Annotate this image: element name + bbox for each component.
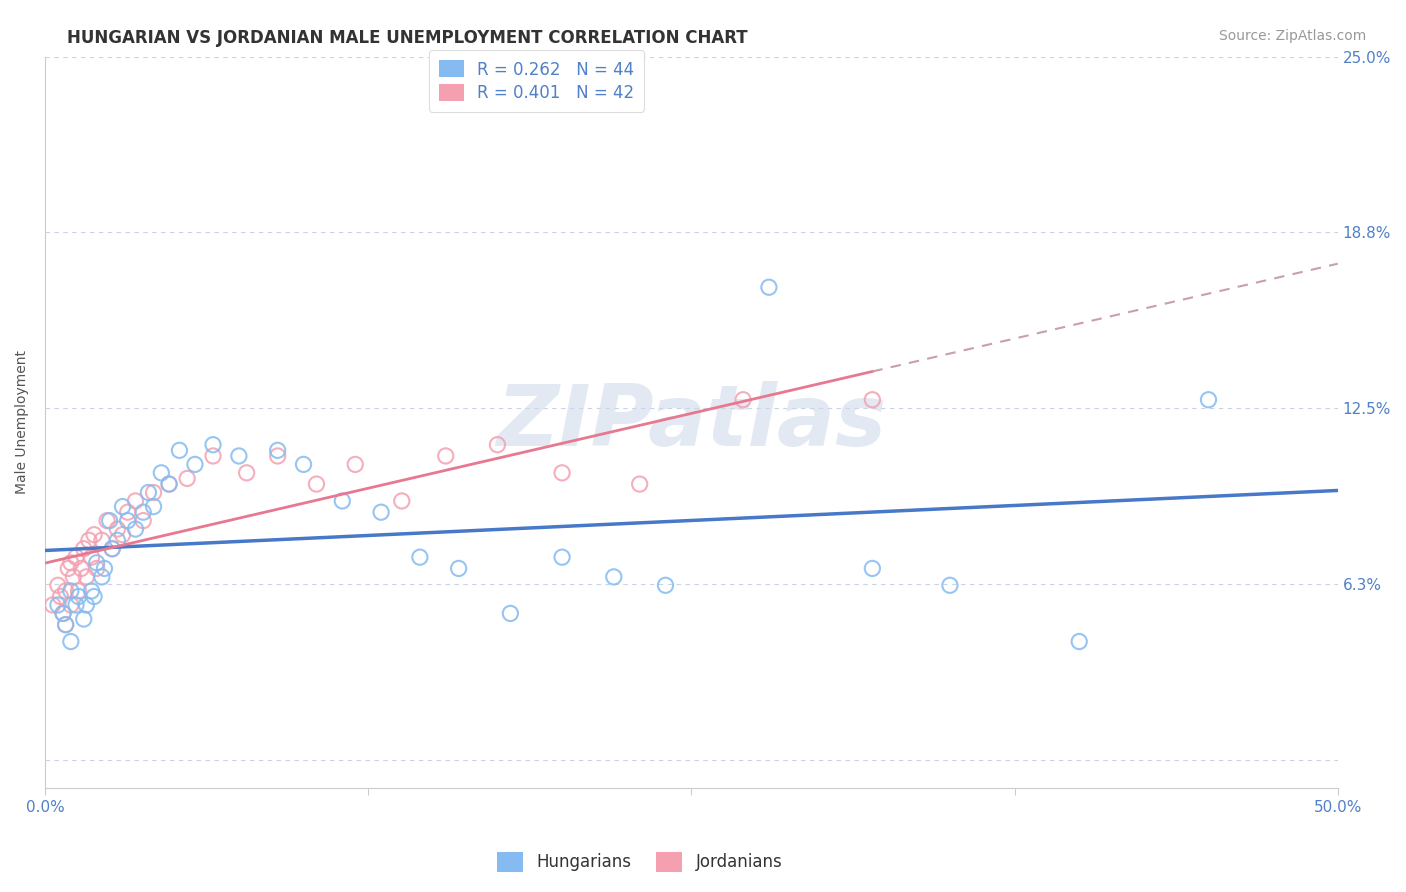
Point [111, 500, 134, 514]
Point [138, 485, 160, 500]
Point [370, 505, 392, 519]
Point [59, 583, 82, 598]
Point [59, 598, 82, 612]
Point [117, 505, 139, 519]
Point [42, 598, 65, 612]
Point [486, 438, 509, 452]
Point [409, 550, 432, 565]
Point [176, 471, 198, 485]
Point [860, 561, 883, 575]
Point [150, 466, 173, 480]
Point [86, 556, 108, 570]
Point [1198, 392, 1220, 407]
Point [75, 598, 97, 612]
Point [90, 533, 112, 548]
Point [551, 550, 574, 565]
Point [73, 612, 96, 626]
Y-axis label: Male Unemployment: Male Unemployment [15, 351, 30, 494]
Point [157, 477, 180, 491]
Text: Jordanians: Jordanians [696, 853, 783, 871]
Point [65, 598, 87, 612]
Point [93, 561, 115, 575]
Point [80, 583, 103, 598]
Text: Hungarians: Hungarians [537, 853, 631, 871]
Point [305, 477, 328, 491]
Point [292, 458, 315, 472]
Point [860, 392, 883, 407]
Point [266, 443, 288, 458]
Point [65, 550, 87, 565]
Point [603, 570, 626, 584]
Point [142, 485, 165, 500]
Point [1069, 634, 1091, 648]
Point [90, 570, 112, 584]
Point [46, 598, 69, 612]
Point [169, 443, 191, 458]
Point [157, 477, 180, 491]
Point [62, 570, 84, 584]
Text: HUNGARIAN VS JORDANIAN MALE UNEMPLOYMENT CORRELATION CHART: HUNGARIAN VS JORDANIAN MALE UNEMPLOYMENT… [67, 29, 748, 46]
Point [117, 514, 139, 528]
Point [80, 550, 103, 565]
Point [75, 570, 97, 584]
Point [83, 590, 105, 604]
Point [49, 590, 72, 604]
Point [73, 541, 96, 556]
Point [202, 438, 225, 452]
Point [111, 527, 134, 541]
Point [96, 514, 118, 528]
Point [654, 578, 676, 592]
Point [939, 578, 962, 592]
Point [86, 561, 108, 575]
Point [447, 561, 470, 575]
Text: ZIPatlas: ZIPatlas [496, 381, 887, 464]
Point [344, 458, 367, 472]
Point [67, 583, 90, 598]
Point [101, 541, 124, 556]
Point [70, 561, 93, 575]
Point [105, 533, 128, 548]
Point [58, 561, 80, 575]
Point [67, 590, 90, 604]
Point [52, 607, 75, 621]
Point [132, 514, 155, 528]
Point [391, 494, 413, 508]
Point [184, 458, 207, 472]
Point [98, 514, 121, 528]
Point [55, 617, 77, 632]
Point [52, 607, 75, 621]
Point [132, 505, 155, 519]
Point [55, 617, 77, 632]
Point [202, 449, 225, 463]
Text: Source: ZipAtlas.com: Source: ZipAtlas.com [1219, 29, 1367, 43]
Point [124, 494, 146, 508]
Point [434, 449, 457, 463]
Point [228, 449, 250, 463]
Point [142, 500, 165, 514]
Point [499, 607, 522, 621]
Point [77, 533, 100, 548]
Point [266, 449, 288, 463]
Point [758, 280, 780, 294]
Point [59, 634, 82, 648]
Point [733, 392, 755, 407]
Point [235, 466, 257, 480]
Point [330, 494, 353, 508]
Point [101, 541, 124, 556]
Point [124, 522, 146, 536]
Point [105, 522, 128, 536]
Legend: R = 0.262   N = 44, R = 0.401   N = 42: R = 0.262 N = 44, R = 0.401 N = 42 [429, 50, 644, 112]
Point [551, 466, 574, 480]
Point [83, 527, 105, 541]
Point [59, 556, 82, 570]
Point [46, 578, 69, 592]
Point [55, 583, 77, 598]
Point [628, 477, 651, 491]
